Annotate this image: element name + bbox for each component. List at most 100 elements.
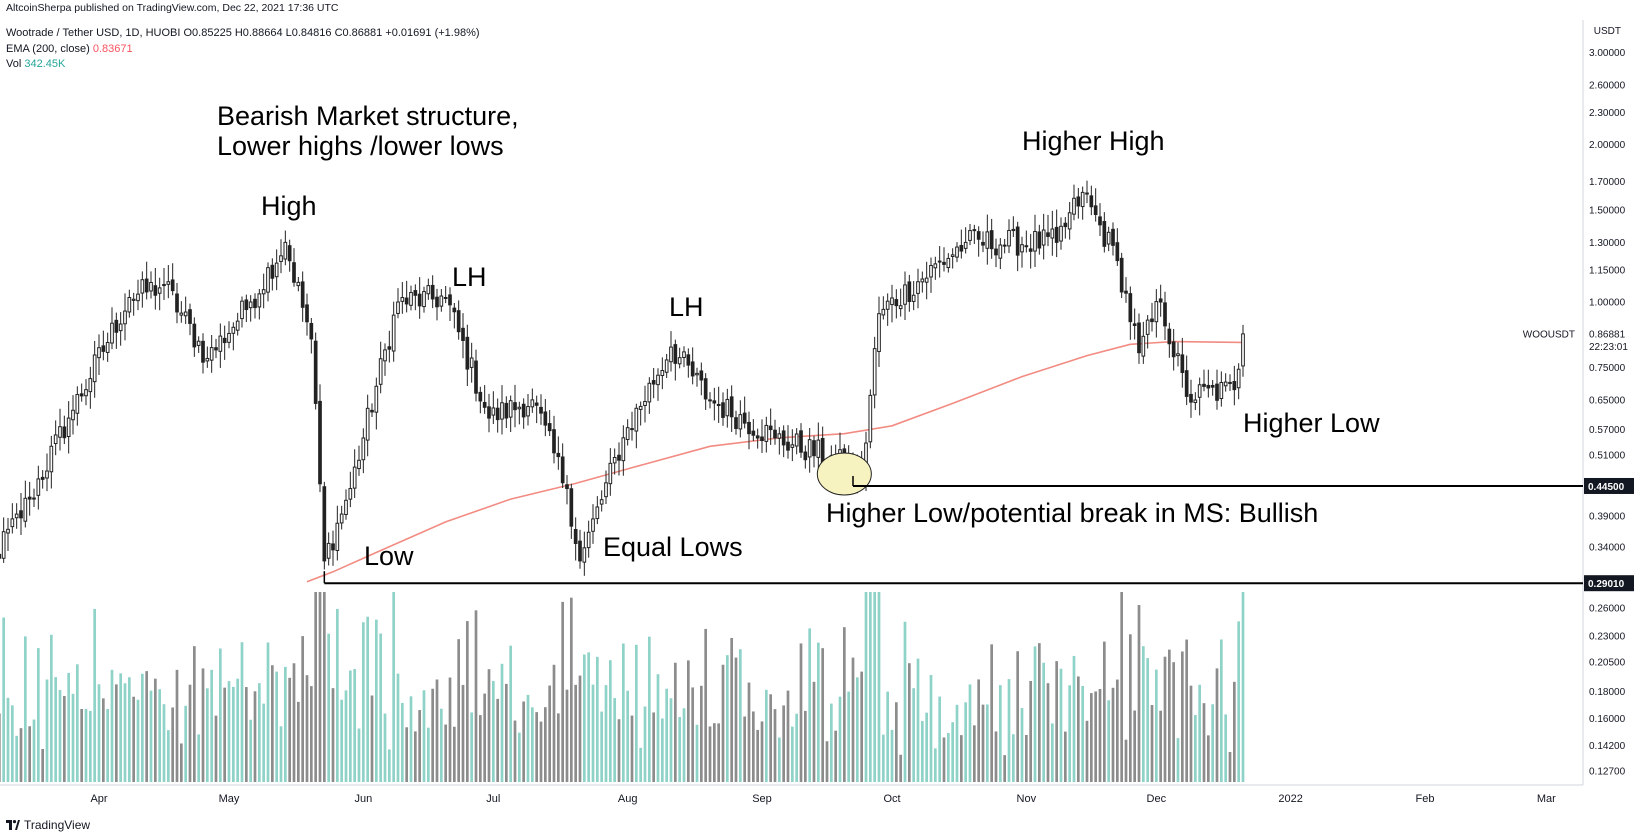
volume-bar [491, 680, 495, 782]
volume-bar [435, 679, 439, 782]
volume-bar [1050, 723, 1054, 782]
volume-bar [634, 644, 638, 782]
candle [517, 406, 522, 410]
volume-bar [478, 715, 482, 782]
volume-bar [1180, 651, 1184, 782]
candle [1158, 298, 1163, 303]
candle [378, 358, 383, 385]
price-tick-label: 1.70000 [1589, 177, 1626, 188]
volume-bar [894, 702, 898, 782]
volume-bar [1024, 734, 1028, 782]
candle [634, 407, 639, 432]
ema-200-line [306, 340, 1244, 583]
volume-bar [331, 688, 335, 782]
price-tick-label: 1.50000 [1589, 205, 1626, 216]
candle [968, 230, 972, 241]
volume-bar [71, 693, 75, 782]
candle [1241, 333, 1245, 367]
candle [153, 285, 158, 296]
volume-bar [270, 665, 274, 782]
candle [591, 518, 595, 532]
last-price-label: 0.86881 [1589, 329, 1626, 340]
candle [183, 311, 188, 317]
volume-bar [1241, 592, 1245, 782]
volume-bar [808, 628, 812, 782]
annotation-higher-high: Higher High [1022, 126, 1165, 156]
candle [417, 293, 422, 307]
volume-bar [361, 622, 365, 782]
volume-bar [392, 592, 396, 782]
volume-bar [569, 597, 573, 782]
candle [950, 254, 955, 258]
price-tick-label: 0.16000 [1589, 714, 1626, 725]
volume-bar [985, 704, 989, 782]
candle [695, 372, 699, 376]
candle [621, 437, 626, 462]
price-tick-label: 1.15000 [1589, 266, 1626, 277]
volume-bar [886, 691, 890, 782]
volume-bar [114, 684, 118, 782]
candle [1046, 232, 1050, 237]
volume-bar [972, 725, 976, 782]
volume-bar [1202, 703, 1206, 782]
candle [131, 298, 136, 301]
candle [79, 393, 84, 397]
candle [326, 542, 331, 559]
candle [218, 335, 223, 352]
vol-label: Vol [6, 58, 22, 70]
volume-bar [1094, 691, 1098, 782]
candle [998, 244, 1003, 259]
volume-bar [140, 673, 144, 782]
candle [699, 370, 704, 381]
candle [1223, 381, 1228, 387]
volume-bar [1102, 641, 1106, 782]
volume-bar [409, 696, 413, 782]
volume-bar [231, 686, 235, 782]
candle [283, 241, 288, 260]
candle [101, 345, 106, 352]
level-badge-label: 0.29010 [1588, 579, 1625, 590]
volume-bar [899, 754, 903, 782]
volume-bar [526, 694, 530, 782]
candle [274, 262, 279, 278]
candle [361, 437, 366, 461]
volume-bar [1150, 705, 1154, 782]
volume-bar [1055, 661, 1059, 782]
candle [1037, 231, 1042, 249]
volume-bar [487, 669, 491, 782]
volume-bar [309, 686, 313, 782]
candle [729, 396, 734, 418]
candle [582, 547, 587, 563]
volume-bar [842, 627, 846, 782]
candle [1007, 229, 1011, 247]
candle [214, 347, 218, 351]
volume-bar [591, 684, 595, 782]
volume-bar [543, 707, 547, 782]
volume-bar [93, 608, 97, 782]
candle [469, 357, 474, 368]
volume-bar [127, 677, 131, 782]
volume-bar [444, 724, 448, 782]
volume-bar [1059, 668, 1063, 782]
candle [266, 267, 270, 293]
volume-bar [552, 664, 556, 782]
candle [222, 337, 227, 344]
volume-bar [903, 621, 907, 782]
candle [669, 346, 673, 363]
volume-bar [1098, 688, 1102, 782]
volume-bar [539, 721, 543, 782]
candle [1059, 225, 1063, 242]
volume-bar [1115, 679, 1119, 782]
volume-bar [387, 749, 391, 782]
tradingview-brand[interactable]: TradingView [6, 818, 90, 832]
volume-bar [574, 684, 578, 782]
candle [383, 349, 387, 362]
annotation-higher-low: Higher Low [1243, 408, 1380, 438]
price-tick-label: 2.60000 [1589, 80, 1626, 91]
candle [1093, 205, 1098, 216]
volume-bar [353, 669, 357, 782]
candle [1137, 322, 1141, 354]
volume-bar [725, 655, 729, 782]
volume-bar [344, 690, 348, 782]
